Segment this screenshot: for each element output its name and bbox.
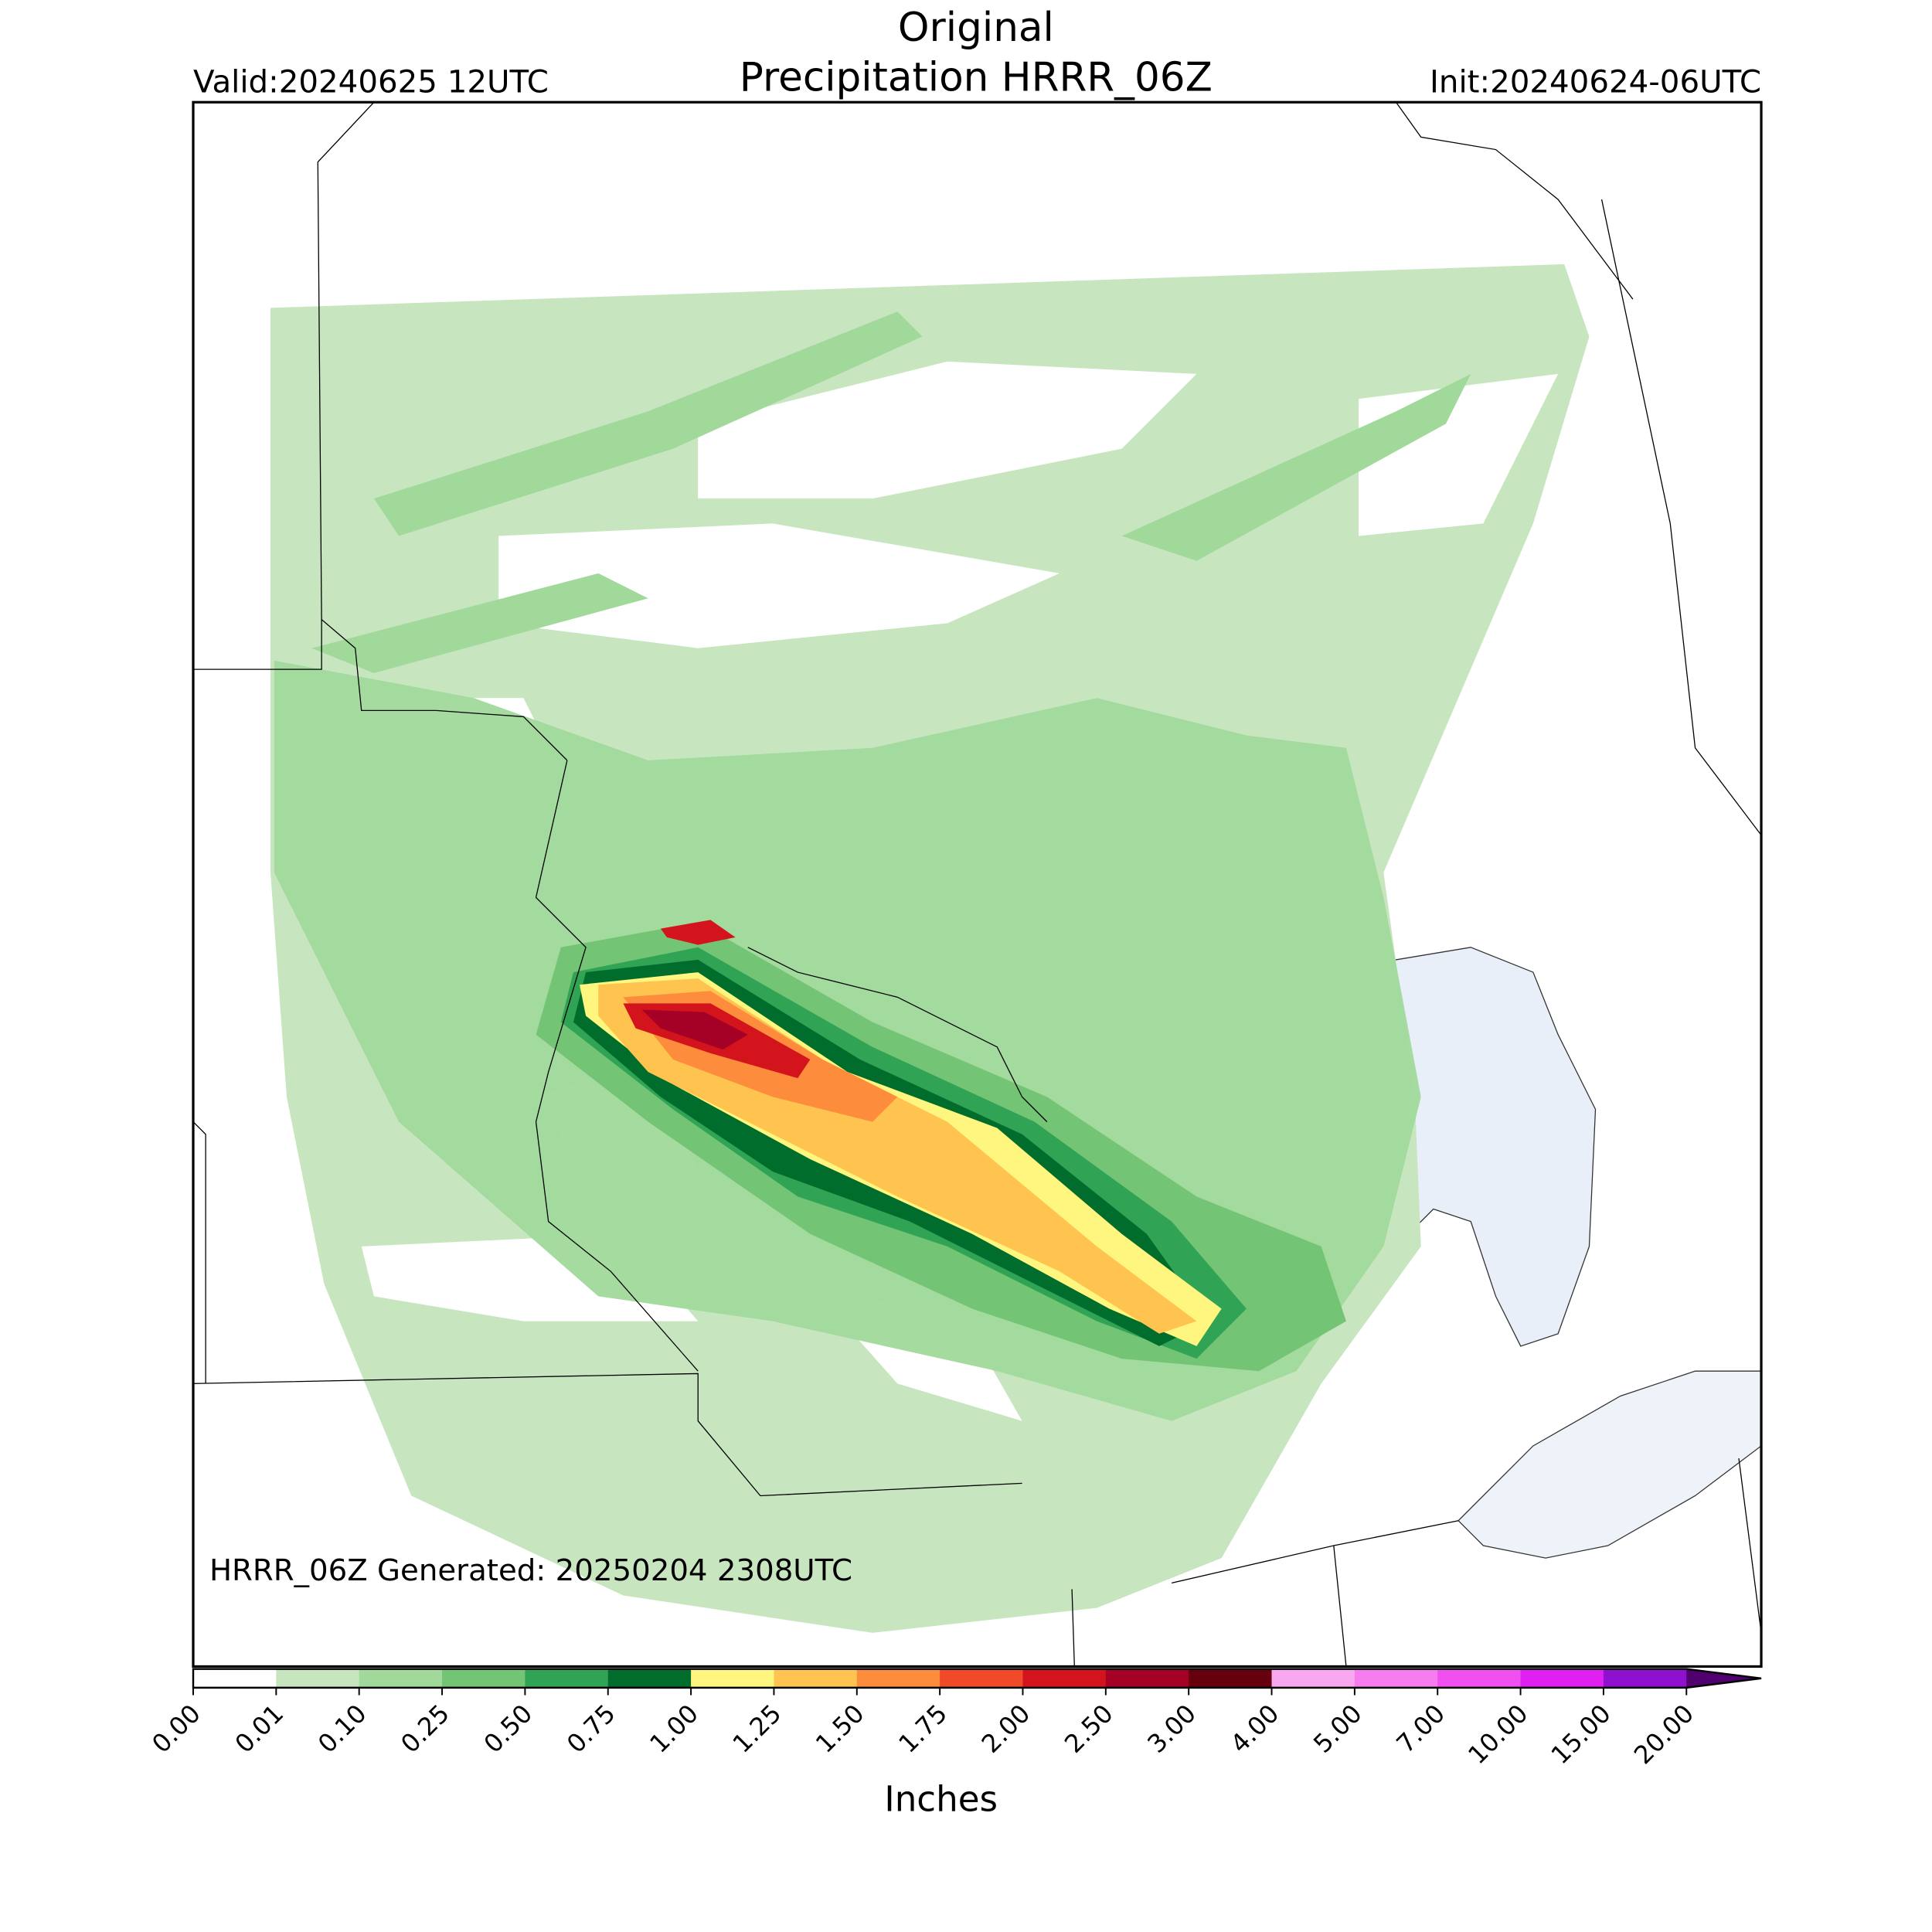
colorbar-segment bbox=[359, 1668, 443, 1688]
colorbar-label: Inches bbox=[884, 1779, 998, 1820]
precip-2-5in bbox=[641, 1009, 748, 1050]
colorbar-tick-label: 0.25 bbox=[395, 1699, 455, 1759]
colorbar-segment bbox=[1354, 1668, 1438, 1688]
colorbar-tick-label: 0.50 bbox=[478, 1699, 539, 1759]
colorbar-tick-label: 1.75 bbox=[893, 1699, 953, 1759]
colorbar-segment bbox=[691, 1668, 774, 1688]
colorbar-tick-label: 2.00 bbox=[976, 1699, 1036, 1759]
colorbar-tick-label: 3.00 bbox=[1141, 1699, 1202, 1759]
colorbar-tick-label: 7.00 bbox=[1391, 1699, 1451, 1759]
colorbar-segment bbox=[193, 1668, 277, 1688]
colorbar-tick-label: 0.01 bbox=[230, 1699, 290, 1759]
precip-superior-cell bbox=[660, 920, 736, 945]
title: Original bbox=[898, 5, 1054, 51]
colorbar-tick-label: 4.00 bbox=[1225, 1699, 1285, 1759]
colorbar-segment bbox=[1271, 1668, 1355, 1688]
borders bbox=[192, 102, 1762, 1667]
colorbar-tick-label: 0.75 bbox=[561, 1699, 621, 1759]
map-frame bbox=[192, 100, 1763, 1668]
map bbox=[192, 102, 1762, 1667]
valid-time: Valid:20240625 12UTC bbox=[193, 63, 549, 100]
colorbar-tick-label: 2.50 bbox=[1059, 1699, 1119, 1759]
colorbar-tick-label: 1.00 bbox=[644, 1699, 704, 1759]
lake-erie bbox=[1458, 1370, 1762, 1559]
colorbar-segment bbox=[442, 1668, 526, 1688]
colorbar-segment bbox=[1105, 1668, 1189, 1688]
colorbar-segment bbox=[856, 1668, 940, 1688]
colorbar-tick-label: 0.00 bbox=[146, 1699, 206, 1759]
colorbar-segment bbox=[1520, 1668, 1604, 1688]
colorbar-segment bbox=[1603, 1668, 1687, 1688]
subtitle: Precipitation HRRR_06Z bbox=[740, 55, 1213, 101]
colorbar-segment bbox=[1189, 1668, 1273, 1688]
colorbar-segment bbox=[276, 1668, 360, 1688]
colorbar-segment bbox=[607, 1668, 692, 1688]
colorbar-segment bbox=[940, 1668, 1023, 1688]
colorbar-tick-label: 1.50 bbox=[810, 1699, 870, 1759]
colorbar-tick-label: 10.00 bbox=[1462, 1699, 1533, 1770]
colorbar-segment bbox=[1022, 1668, 1107, 1688]
colorbar-extend bbox=[1686, 1668, 1762, 1688]
colorbar-tick-label: 20.00 bbox=[1628, 1699, 1699, 1770]
precip-streaks bbox=[311, 311, 1471, 673]
colorbar-tick-label: 15.00 bbox=[1546, 1699, 1617, 1770]
colorbar-tick-label: 0.10 bbox=[312, 1699, 372, 1759]
init-time: Init:20240624-06UTC bbox=[1430, 63, 1761, 100]
colorbar-outline bbox=[192, 1668, 1762, 1689]
generated-note: HRRR_06Z Generated: 20250204 2308UTC bbox=[209, 1553, 852, 1588]
colorbar-tick-label: 1.25 bbox=[727, 1699, 787, 1759]
colorbar-tick-label: 5.00 bbox=[1308, 1699, 1368, 1759]
colorbar-segment bbox=[525, 1668, 609, 1688]
colorbar-segment bbox=[774, 1668, 858, 1688]
colorbar-segment bbox=[1437, 1668, 1522, 1688]
